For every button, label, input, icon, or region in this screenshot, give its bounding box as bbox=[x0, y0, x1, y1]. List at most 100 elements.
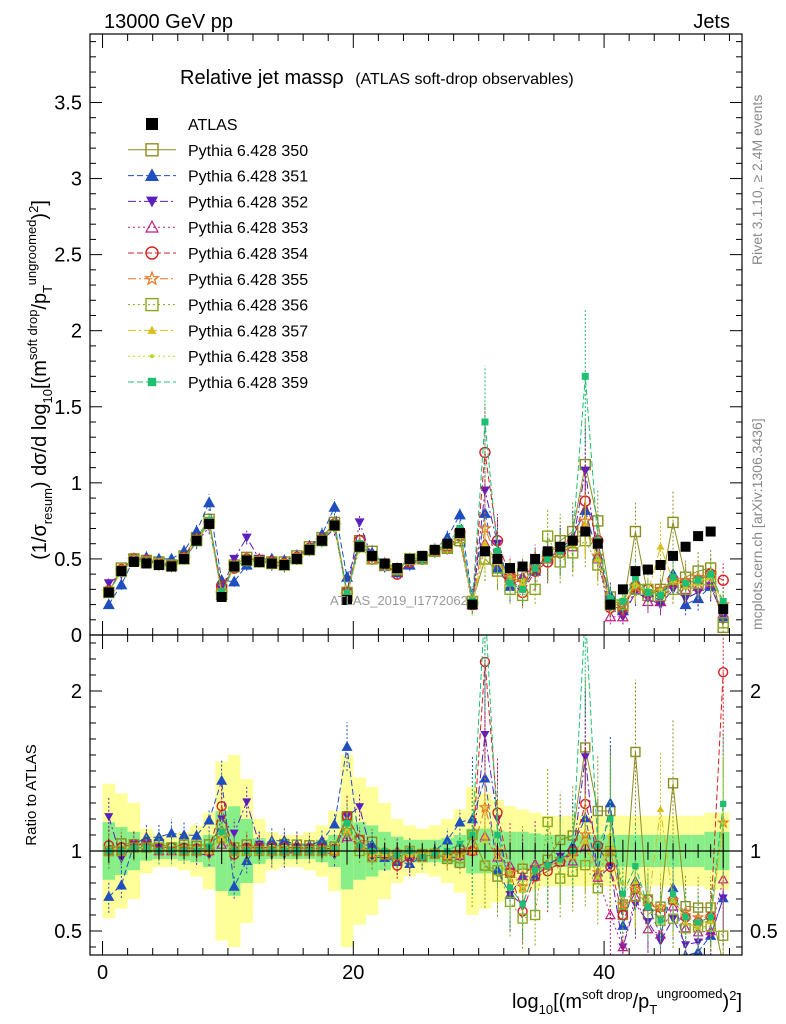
ratio-point bbox=[709, 920, 713, 924]
chart-title-sub: (ATLAS soft-drop observables) bbox=[355, 71, 573, 88]
ratio-point bbox=[717, 666, 729, 678]
point bbox=[693, 531, 704, 542]
point bbox=[718, 604, 729, 615]
x-tick-label: 0 bbox=[97, 962, 108, 984]
legend-item: Pythia 6.428 355 bbox=[128, 270, 308, 289]
point bbox=[580, 526, 591, 537]
ratio-y-tick-label-right: 1 bbox=[750, 841, 761, 863]
legend-label: Pythia 6.428 356 bbox=[188, 298, 308, 315]
legend-marker bbox=[144, 219, 160, 233]
legend-marker bbox=[145, 246, 159, 260]
legend-label: Pythia 6.428 353 bbox=[188, 220, 308, 237]
ratio-series-line bbox=[108, 822, 724, 923]
point bbox=[266, 558, 277, 569]
ratio-series-line bbox=[108, 635, 724, 923]
point bbox=[417, 550, 428, 561]
point bbox=[479, 546, 490, 557]
legend-marker bbox=[147, 325, 157, 334]
point bbox=[304, 544, 315, 555]
ratio-point bbox=[721, 821, 725, 825]
point bbox=[544, 555, 552, 563]
legend-item: Pythia 6.428 358 bbox=[128, 349, 308, 366]
point bbox=[153, 560, 164, 571]
ratio-y-tick-label: 0.5 bbox=[54, 921, 82, 943]
legend-marker bbox=[145, 297, 159, 312]
legend-label: Pythia 6.428 358 bbox=[188, 349, 308, 366]
legend-marker bbox=[146, 118, 158, 130]
y-tick-label: 2.5 bbox=[54, 245, 82, 267]
point bbox=[342, 595, 353, 606]
chart-title: Relative jet massρ (ATLAS soft-drop obse… bbox=[180, 67, 574, 89]
point bbox=[103, 587, 114, 598]
x-axis-label: log10[(msoft drop/pTungroomed)2] bbox=[512, 986, 742, 1017]
legend-item: Pythia 6.428 352 bbox=[128, 194, 308, 211]
legend-label: Pythia 6.428 352 bbox=[188, 194, 308, 211]
ratio-point bbox=[717, 930, 729, 941]
x-tick-label: 20 bbox=[342, 962, 364, 984]
legend-label: Pythia 6.428 357 bbox=[188, 323, 308, 340]
point bbox=[343, 590, 351, 598]
point bbox=[719, 598, 727, 606]
point bbox=[429, 544, 440, 555]
series-line bbox=[108, 376, 724, 603]
point bbox=[116, 566, 127, 577]
point bbox=[555, 541, 566, 552]
legend-label: ATLAS bbox=[188, 117, 238, 134]
legend-label: Pythia 6.428 354 bbox=[188, 246, 308, 263]
point bbox=[141, 558, 152, 569]
y-axis-label-ratio: Ratio to ATLAS bbox=[23, 744, 40, 845]
ratio-point bbox=[667, 913, 679, 924]
legend-label: Pythia 6.428 355 bbox=[188, 272, 308, 289]
point bbox=[254, 556, 265, 567]
legend-label: Pythia 6.428 350 bbox=[188, 143, 308, 160]
legend-marker bbox=[144, 270, 160, 286]
chart-title-main: Relative jet massρ bbox=[180, 67, 344, 89]
point bbox=[617, 584, 628, 595]
point bbox=[655, 560, 666, 571]
point bbox=[679, 598, 692, 610]
ratio-point bbox=[617, 909, 629, 921]
point bbox=[454, 528, 465, 539]
y-tick-label: 2 bbox=[71, 321, 82, 343]
point bbox=[241, 533, 252, 543]
legend-marker bbox=[144, 168, 160, 181]
point bbox=[453, 508, 466, 520]
ratio-point bbox=[391, 860, 403, 871]
legend-item: Pythia 6.428 357 bbox=[128, 323, 308, 340]
ratio-point bbox=[580, 753, 590, 762]
series-0-main bbox=[103, 518, 729, 615]
ratio-point bbox=[592, 871, 604, 882]
main-data-area bbox=[101, 308, 731, 634]
point bbox=[203, 496, 216, 508]
legend: ATLAS Pythia 6.428 350 Pythia 6.428 351 Pyt… bbox=[128, 117, 308, 392]
rivet-label: Rivet 3.1.10, ≥ 2.4M events bbox=[749, 95, 765, 265]
legend-item: Pythia 6.428 359 bbox=[128, 375, 308, 392]
y-tick-label: 0.5 bbox=[54, 549, 82, 571]
y-tick-label: 3 bbox=[71, 169, 82, 191]
legend-marker bbox=[149, 354, 155, 359]
point bbox=[717, 574, 729, 586]
point bbox=[629, 525, 642, 538]
y-tick-label: 0 bbox=[71, 625, 82, 647]
point bbox=[506, 579, 514, 587]
point bbox=[717, 617, 729, 629]
point bbox=[204, 518, 215, 529]
point bbox=[367, 550, 378, 561]
ratio-point bbox=[469, 831, 476, 839]
legend-marker bbox=[145, 143, 159, 157]
ratio-point bbox=[719, 959, 728, 968]
legend-label: Pythia 6.428 359 bbox=[188, 375, 308, 392]
ratio-point bbox=[216, 801, 227, 812]
ratio-point bbox=[680, 922, 692, 933]
ratio-point bbox=[657, 917, 664, 924]
point bbox=[642, 564, 653, 575]
ratio-panel: 0.5 0.51 12 20 20 40 bbox=[54, 634, 778, 984]
ratio-frame bbox=[89, 634, 743, 956]
point bbox=[166, 561, 177, 572]
point bbox=[179, 553, 190, 564]
mcplots-label: mcplots.cern.ch [arXiv:1306.3436] bbox=[749, 418, 765, 630]
point bbox=[354, 541, 365, 552]
main-panel: 0 0.5 1 1.5 2 2.5 3 3.5 bbox=[54, 33, 743, 647]
point bbox=[694, 576, 702, 584]
